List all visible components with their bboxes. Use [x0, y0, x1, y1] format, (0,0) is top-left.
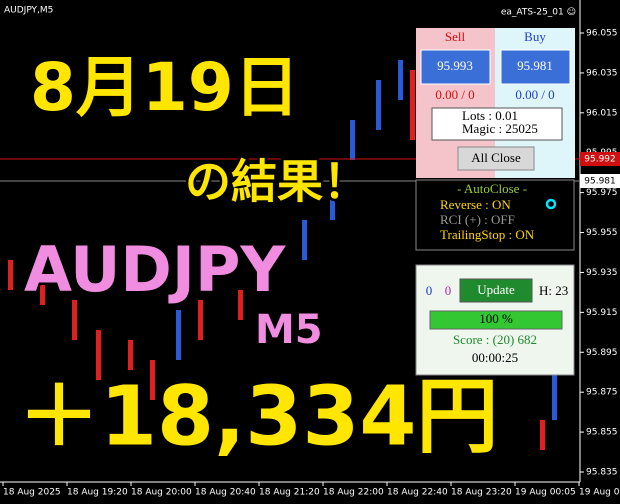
- time-label: 18 Aug 22:00: [323, 488, 384, 498]
- overlay-pair: AUDJPY: [24, 233, 286, 306]
- overlay-profit: ＋18,334円: [18, 369, 498, 464]
- count-a: 0: [426, 283, 433, 298]
- score: Score : (20) 682: [453, 332, 537, 347]
- time-label: 18 Aug 21:20: [259, 488, 320, 498]
- all-close-button[interactable]: [457, 146, 535, 171]
- sell-price: 95.993: [437, 58, 473, 73]
- rci: RCI (+) : OFF: [440, 212, 515, 227]
- update-label: Update: [477, 282, 515, 297]
- ask-marker: 95.981: [584, 177, 616, 187]
- time-label: 18 Aug 20:00: [131, 488, 192, 498]
- overlay-timeframe: M5: [255, 307, 323, 353]
- buy-button[interactable]: [500, 49, 571, 85]
- time-label: 18 Aug 23:20: [451, 488, 512, 498]
- symbol-label: AUDJPY,M5: [4, 6, 53, 16]
- overlay-result: の結果！: [185, 155, 369, 209]
- price-label: 96.035: [586, 68, 618, 78]
- lots-box: [431, 107, 563, 141]
- trailing: TrailingStop : ON: [440, 227, 535, 242]
- progress: 100 %: [479, 311, 513, 326]
- magic: Magic : 25025: [462, 121, 538, 136]
- price-label: 95.935: [586, 268, 618, 278]
- buy-pl: 0.00 / 0: [515, 87, 554, 102]
- ask-marker-box: [580, 174, 620, 188]
- all-close-label: All Close: [471, 150, 521, 165]
- progress-bar: [429, 310, 563, 330]
- time-label: 18 Aug 20:40: [195, 488, 256, 498]
- sell-button[interactable]: [420, 49, 491, 85]
- price-label: 95.875: [586, 388, 618, 398]
- bid-marker: 95.992: [584, 155, 616, 165]
- sell-pl: 0.00 / 0: [435, 87, 474, 102]
- sell-label: Sell: [445, 29, 466, 44]
- lots: Lots : 0.01: [462, 108, 518, 123]
- buy-price: 95.981: [517, 58, 553, 73]
- price-label: 96.015: [586, 108, 618, 118]
- status-dot: [545, 198, 557, 210]
- hour: H: 23: [539, 283, 568, 298]
- time-label: 18 Aug 19:20: [67, 488, 128, 498]
- autoclose-panel: [415, 179, 575, 251]
- autoclose-title: - AutoClose -: [457, 181, 527, 196]
- time-label: 19 Aug 00:: [579, 488, 620, 498]
- time-label: 18 Aug 2025: [3, 488, 61, 498]
- ea-label: ea_ATS-25_01 ☺: [501, 7, 576, 18]
- bid-marker-box: [580, 152, 620, 166]
- time-label: 18 Aug 22:40: [387, 488, 448, 498]
- price-label: 95.915: [586, 308, 618, 318]
- timer: 00:00:25: [472, 350, 518, 365]
- price-label: 95.855: [586, 428, 618, 438]
- overlay-date: 8月19日: [30, 49, 300, 126]
- count-b: 0: [445, 283, 452, 298]
- price-label: 95.955: [586, 228, 618, 238]
- reverse: Reverse : ON: [440, 197, 511, 212]
- time-label: 19 Aug 00:05: [515, 488, 576, 498]
- buy-label: Buy: [524, 29, 546, 44]
- price-label: 95.895: [586, 348, 618, 358]
- update-button[interactable]: [459, 278, 533, 303]
- price-label: 96.055: [586, 29, 618, 39]
- price-label: 95.835: [586, 468, 618, 478]
- price-label: 95.975: [586, 188, 618, 198]
